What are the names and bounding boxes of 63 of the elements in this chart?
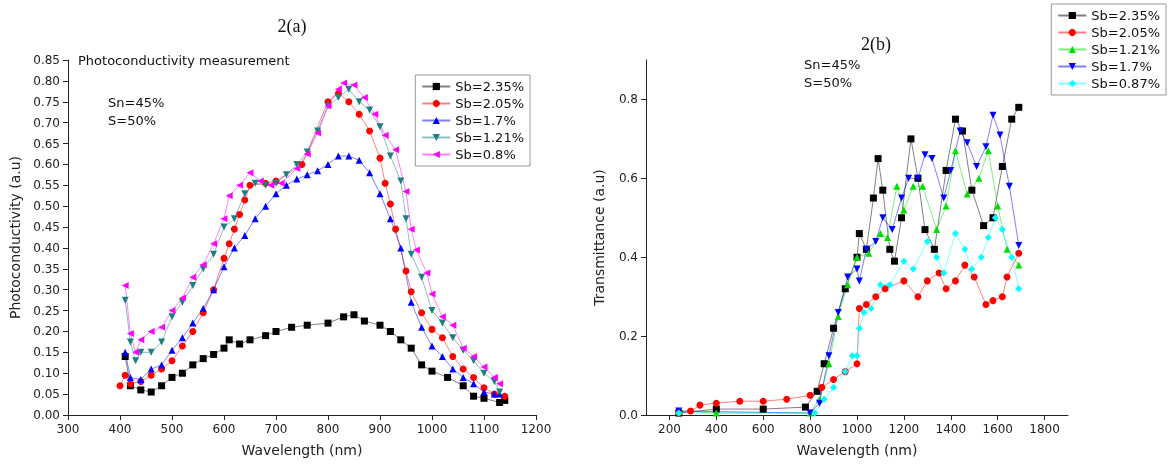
annotation: S=50% [804, 75, 853, 90]
legend-label: Sb=1.21% [1091, 42, 1161, 57]
y-tick-label: 0.25 [33, 303, 60, 318]
y-tick-label: 0.40 [33, 240, 60, 255]
legend-label: Sb=1.7% [455, 113, 516, 128]
chart-title: 2(b) [861, 34, 891, 55]
y-tick-label: 0.45 [33, 220, 60, 235]
y-tick-label: 0.65 [33, 136, 60, 151]
legend-label: Sb=2.35% [455, 79, 525, 94]
chart-title: 2(a) [277, 16, 307, 37]
x-tick-label: 1200 [888, 422, 920, 436]
x-tick-label: 800 [798, 422, 822, 436]
legend-label: Sb=0.87% [1091, 76, 1161, 91]
y-tick-label: 0.10 [33, 366, 60, 381]
y-tick-label: 0.75 [33, 94, 60, 109]
y-tick-label: 0.05 [33, 387, 60, 402]
y-tick-label: 0.20 [33, 324, 60, 339]
legend-label: Sb=2.05% [1091, 25, 1161, 40]
x-tick-label: 200 [657, 422, 681, 436]
legend-label: Sb=1.7% [1091, 59, 1152, 74]
chart-subtitle: Photoconductivity measurement [78, 53, 290, 68]
x-tick-label: 1200 [520, 422, 552, 436]
legend-label: Sb=0.8% [455, 147, 516, 162]
y-tick-label: 0.15 [33, 345, 60, 360]
y-tick-label: 0.70 [33, 115, 60, 130]
x-tick-label: 300 [56, 422, 80, 436]
y-tick-label: 0.4 [618, 250, 638, 265]
y-tick-label: 0.0 [618, 408, 638, 422]
x-tick-label: 1000 [841, 422, 873, 436]
y-tick-label: 0.80 [33, 73, 60, 88]
x-tick-label: 600 [751, 422, 775, 436]
annotation: S=50% [108, 113, 157, 128]
y-tick-label: 0.2 [618, 329, 638, 344]
legend-label: Sb=2.35% [1091, 8, 1161, 23]
legend-label: Sb=2.05% [455, 96, 525, 111]
y-tick-label: 0.60 [33, 157, 60, 172]
annotation: Sn=45% [804, 57, 861, 72]
x-tick-label: 1000 [416, 422, 448, 436]
legend-label: Sb=1.21% [455, 130, 525, 145]
x-tick-label: 1100 [468, 422, 500, 436]
y-tick-label: 0.8 [618, 92, 638, 107]
y-tick-label: 0.35 [33, 261, 60, 276]
y-tick-label: 0.55 [33, 178, 60, 193]
x-tick-label: 500 [160, 422, 184, 436]
x-tick-label: 700 [264, 422, 288, 436]
x-tick-label: 400 [108, 422, 132, 436]
x-tick-label: 600 [212, 422, 236, 436]
y-tick-label: 0.50 [33, 199, 60, 214]
annotation: Sn=45% [108, 95, 165, 110]
x-tick-label: 1800 [1029, 422, 1060, 436]
y-tick-label: 0.30 [33, 282, 60, 297]
y-axis-title: Photoconductivity (a.u) [7, 155, 24, 320]
x-tick-label: 800 [316, 422, 340, 436]
x-tick-label: 1600 [982, 422, 1013, 436]
x-tick-label: 1400 [935, 422, 967, 436]
y-tick-label: 0.85 [33, 53, 60, 67]
x-axis-title: Wavelength (nm) [241, 442, 363, 458]
x-tick-label: 400 [704, 422, 728, 436]
y-axis-title: Transmittance (a.u) [591, 169, 607, 307]
y-tick-label: 0.6 [618, 171, 638, 186]
x-axis-title: Wavelength (nm) [796, 442, 918, 458]
y-tick-label: 0.00 [33, 408, 60, 422]
x-tick-label: 900 [368, 422, 392, 436]
